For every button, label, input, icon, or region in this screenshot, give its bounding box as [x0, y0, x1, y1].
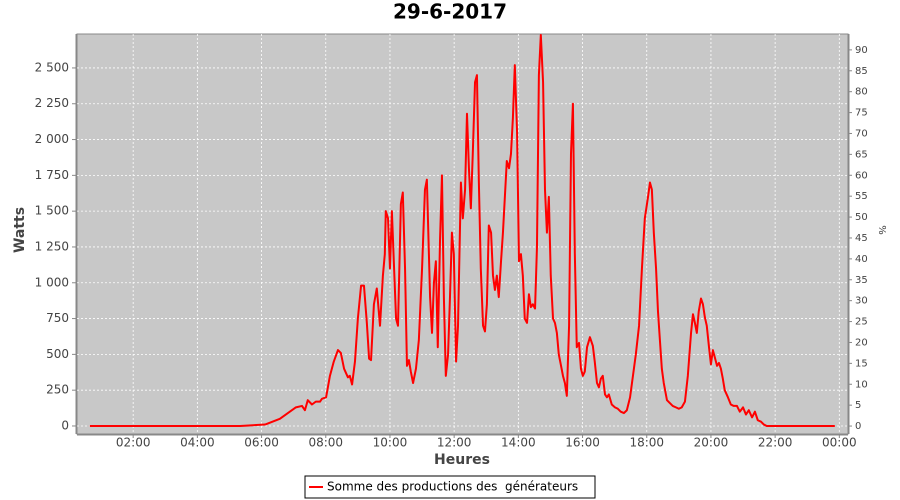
- y2-tick-label: 60: [855, 170, 868, 181]
- y2-tick-label: 55: [855, 191, 868, 202]
- chart-title: 29-6-2017: [393, 0, 507, 24]
- y2-tick-label: 85: [855, 66, 868, 77]
- x-tick-label: 04:00: [180, 436, 215, 450]
- y-tick-label: 2 000: [35, 132, 69, 146]
- legend: Somme des productions des générateurs: [304, 475, 596, 499]
- y2-tick-label: 40: [855, 254, 868, 265]
- y2-tick-label: 45: [855, 233, 868, 244]
- y-tick-label: 250: [46, 383, 69, 397]
- x-tick-label: 10:00: [373, 436, 408, 450]
- x-tick-label: 02:00: [116, 436, 151, 450]
- y2-tick-label: 30: [855, 296, 868, 307]
- y2-tick-label: 15: [855, 358, 868, 369]
- legend-label: Somme des productions des générateurs: [327, 480, 578, 494]
- series-line: [89, 34, 835, 427]
- y-tick-label: 750: [46, 311, 69, 325]
- y2-tick-label: 5: [855, 400, 861, 411]
- x-tick-label: 14:00: [501, 436, 536, 450]
- y2-axis-label: %: [876, 225, 887, 235]
- y2-tick-label: 10: [855, 379, 868, 390]
- y2-tick-label: 80: [855, 87, 868, 98]
- y-tick-label: 1 250: [35, 239, 69, 253]
- x-tick-label: 16:00: [565, 436, 600, 450]
- y-tick-label: 0: [61, 418, 69, 432]
- y-tick-label: 1 500: [35, 204, 69, 218]
- y-tick-label: 500: [46, 347, 69, 361]
- x-axis-label: Heures: [434, 452, 490, 468]
- x-tick-label: 20:00: [694, 436, 729, 450]
- x-tick-label: 08:00: [308, 436, 343, 450]
- y2-tick-label: 50: [855, 212, 868, 223]
- y2-tick-label: 0: [855, 421, 861, 432]
- x-tick-label: 22:00: [758, 436, 793, 450]
- y2-tick-label: 90: [855, 45, 868, 56]
- y-axis-label: Watts: [12, 207, 28, 253]
- y-tick-label: 2 500: [35, 60, 69, 74]
- plot-area: [76, 33, 849, 435]
- y2-tick-label: 75: [855, 108, 868, 119]
- y2-tick-label: 70: [855, 128, 868, 139]
- y2-tick-label: 20: [855, 337, 868, 348]
- x-tick-label: 00:00: [822, 436, 857, 450]
- y2-tick-label: 25: [855, 317, 868, 328]
- legend-box: [304, 475, 596, 499]
- y-tick-label: 2 250: [35, 96, 69, 110]
- y-tick-label: 1 750: [35, 168, 69, 182]
- x-tick-label: 18:00: [629, 436, 664, 450]
- y2-tick-label: 65: [855, 149, 868, 160]
- x-tick-label: 12:00: [437, 436, 472, 450]
- x-tick-label: 06:00: [244, 436, 279, 450]
- y-tick-label: 1 000: [35, 275, 69, 289]
- y2-tick-label: 35: [855, 275, 868, 286]
